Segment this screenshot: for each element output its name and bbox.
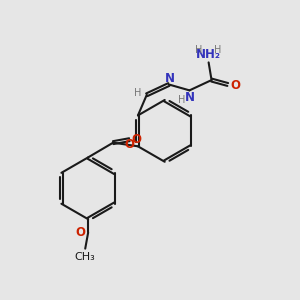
Text: CH₃: CH₃ [75, 252, 96, 262]
Text: O: O [132, 133, 142, 146]
Text: O: O [125, 138, 135, 151]
Text: H: H [195, 45, 202, 55]
Text: H: H [178, 95, 186, 105]
Text: O: O [230, 79, 240, 92]
Text: H: H [134, 88, 141, 98]
Text: O: O [75, 226, 85, 239]
Text: H: H [214, 45, 222, 55]
Text: N: N [184, 91, 194, 104]
Text: NH₂: NH₂ [196, 48, 221, 61]
Text: N: N [165, 71, 175, 85]
